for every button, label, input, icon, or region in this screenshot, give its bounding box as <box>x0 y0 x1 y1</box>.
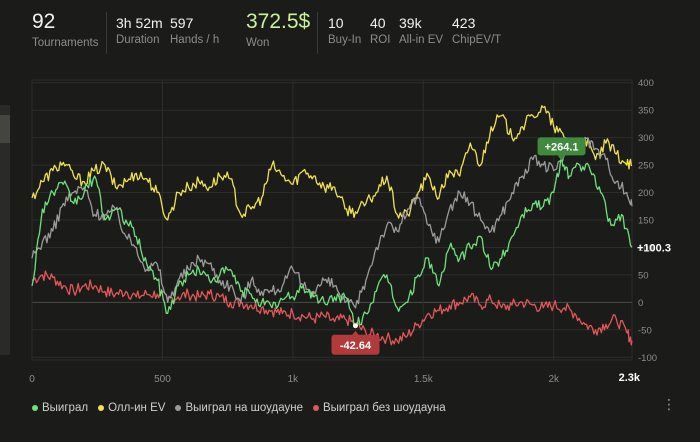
stat-buyin-value: 10 <box>328 15 344 31</box>
stat-won-label: Won <box>246 37 270 49</box>
legend-dot-showdown <box>175 405 182 411</box>
y-tick-label: -100 <box>638 353 657 364</box>
stat-roi-label: ROI <box>370 34 391 46</box>
legend-dot-won <box>32 405 38 411</box>
stat-allin-ev: 39k All-in EV <box>399 14 443 47</box>
legend-label-showdown: Выиграл на шоудауне <box>185 402 303 414</box>
series-line-allin-ev <box>31 105 633 221</box>
max-tooltip-label: +264.1 <box>545 141 579 153</box>
x-tick-label: 1.5k <box>414 374 434 385</box>
legend-item-allin-ev[interactable]: Олл-ин EV <box>98 402 165 414</box>
y-tick-label: 100 <box>638 243 654 254</box>
y-tick-label: 50 <box>638 270 649 281</box>
stat-tournaments: 92 Tournaments <box>32 10 99 50</box>
stat-hands-label: Hands / h <box>170 34 220 46</box>
x-tick-label: 2k <box>548 374 560 385</box>
y-tick-label: 300 <box>638 133 654 144</box>
chart-legend: Выиграл Олл-ин EV Выиграл на шоудауне Вы… <box>32 400 456 416</box>
stat-roi: 40 ROI <box>370 14 390 47</box>
y-tick-label: 200 <box>638 188 654 199</box>
y-tick-label: 0 <box>638 298 643 309</box>
legend-item-no-showdown[interactable]: Выиграл без шоудауна <box>312 402 446 414</box>
series-line-showdown <box>31 136 633 309</box>
stat-tournaments-value: 92 <box>32 10 56 33</box>
y-tick-label: 350 <box>638 106 654 117</box>
stat-buyin: 10 Buy-In <box>328 14 361 47</box>
legend-item-won[interactable]: Выиграл <box>32 402 88 414</box>
more-options-icon[interactable]: ⋮ <box>662 396 676 412</box>
stat-allin-ev-value: 39k <box>399 15 422 31</box>
min-tooltip <box>331 334 380 355</box>
stat-duration-label: Duration <box>116 34 160 46</box>
max-tooltip <box>537 137 586 156</box>
x-tick-label: 500 <box>154 374 171 385</box>
legend-label-won: Выиграл <box>42 402 89 414</box>
legend-dot-no-showdown <box>312 405 319 411</box>
stat-chipev-value: 423 <box>452 15 476 31</box>
y-tick-label: 250 <box>638 161 654 172</box>
min-tooltip-pointer <box>351 330 360 336</box>
stat-duration: 3h 52m Duration <box>116 14 163 47</box>
x-tick-label: 0 <box>29 374 35 385</box>
min-tooltip-label: -42.64 <box>340 340 372 352</box>
divider <box>106 12 107 54</box>
stat-buyin-label: Buy-In <box>328 34 362 46</box>
left-scroll-tab[interactable] <box>0 105 10 355</box>
y-tick-label: -50 <box>638 325 652 336</box>
stat-duration-value: 3h 52m <box>116 15 163 31</box>
max-tooltip-pointer <box>557 155 566 161</box>
y-tick-label: 150 <box>638 216 654 227</box>
min-point-marker <box>352 323 358 329</box>
stats-bar: 92 Tournaments 3h 52m Duration 597 Hands… <box>0 0 700 64</box>
last-value-label: +100.3 <box>637 242 671 254</box>
stat-tournaments-label: Tournaments <box>32 37 99 49</box>
stat-chipev-label: ChipEV/T <box>452 34 502 46</box>
y-tick-label: 400 <box>638 78 654 89</box>
series-line-no-showdown <box>31 270 633 346</box>
series-line-won <box>31 156 633 327</box>
stat-won-value: 372.5$ <box>246 10 311 33</box>
divider <box>317 12 318 54</box>
legend-dot-allin-ev <box>98 405 105 411</box>
stat-allin-ev-label: All-in EV <box>399 34 444 46</box>
stat-chipev: 423 ChipEV/T <box>452 14 501 47</box>
stat-hands: 597 Hands / h <box>170 14 219 47</box>
x-tick-label: 1k <box>288 374 300 385</box>
left-scroll-thumb[interactable] <box>0 115 10 143</box>
legend-item-showdown[interactable]: Выиграл на шоудауне <box>175 402 303 414</box>
stat-hands-value: 597 <box>170 15 194 31</box>
legend-label-no-showdown: Выиграл без шоудауна <box>322 402 446 414</box>
legend-label-allin-ev: Олл-ин EV <box>108 402 166 414</box>
stat-won: 372.5$ Won <box>246 10 310 50</box>
x-end-label: 2.3k <box>619 372 641 384</box>
stat-roi-value: 40 <box>370 15 386 31</box>
